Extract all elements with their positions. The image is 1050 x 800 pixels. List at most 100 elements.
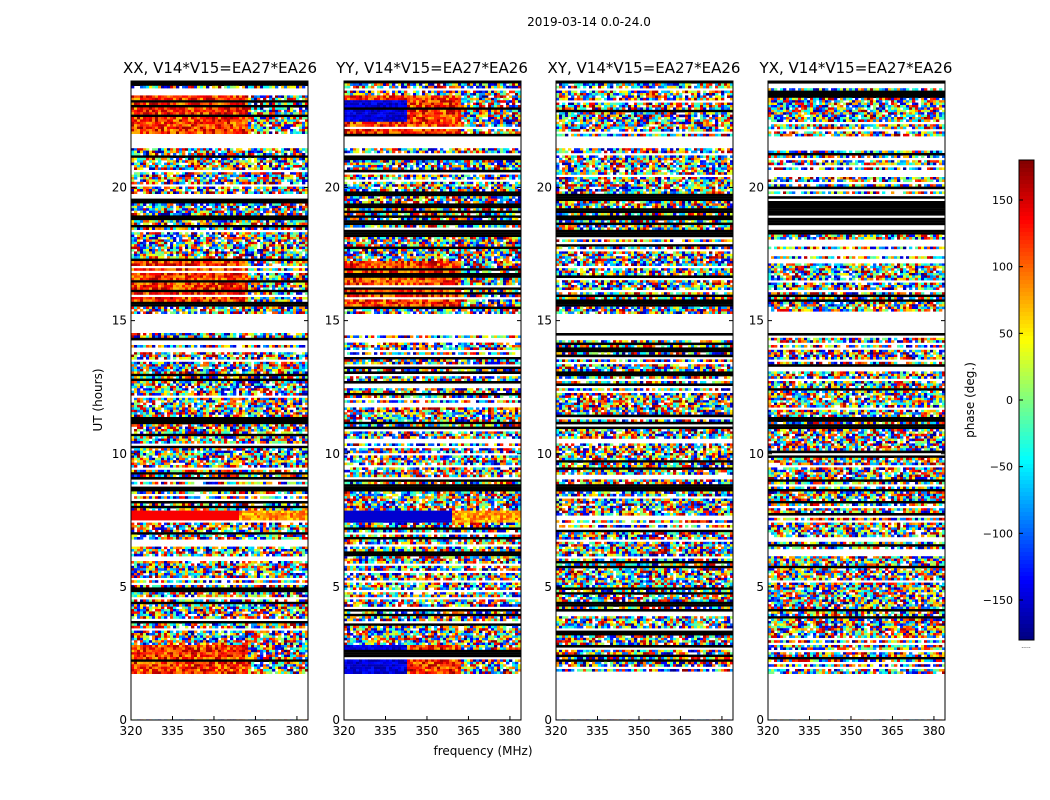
colorbar-segment — [1019, 568, 1034, 573]
colorbar-segment — [1019, 576, 1034, 581]
colorbar-segment — [1019, 204, 1034, 209]
colorbar-segment — [1019, 564, 1034, 569]
colorbar-segment — [1019, 560, 1034, 565]
y-tick-label: 5 — [332, 580, 340, 594]
colorbar-tick-label: 100 — [992, 261, 1013, 274]
x-tick-label: 350 — [840, 724, 863, 738]
colorbar-segment — [1019, 412, 1034, 417]
colorbar-segment — [1019, 468, 1034, 473]
x-tick-label: 365 — [881, 724, 904, 738]
y-tick-label: 10 — [112, 447, 127, 461]
colorbar-segment — [1019, 632, 1034, 637]
colorbar-segment — [1019, 168, 1034, 173]
colorbar-segment — [1019, 512, 1034, 517]
colorbar-segment — [1019, 364, 1034, 369]
colorbar-segment — [1019, 636, 1034, 641]
colorbar-segment — [1019, 188, 1034, 193]
x-tick-label: 365 — [457, 724, 480, 738]
colorbar-segment — [1019, 176, 1034, 181]
y-tick-label: 20 — [537, 181, 552, 195]
panel-xy: XY, V14*V15=EA27*EA26 320 335 350 365 380 0 5 1… — [537, 59, 741, 738]
colorbar-segment — [1019, 344, 1034, 349]
x-tick-label: 365 — [669, 724, 692, 738]
colorbar-segment — [1019, 584, 1034, 589]
colorbar-segment — [1019, 600, 1034, 605]
x-tick-label: 380 — [710, 724, 733, 738]
colorbar-segment — [1019, 308, 1034, 313]
y-axis-label: UT (hours) — [91, 368, 105, 431]
colorbar-segment — [1019, 400, 1034, 405]
colorbar-segment — [1019, 280, 1034, 285]
colorbar-segment — [1019, 268, 1034, 273]
colorbar-segment — [1019, 408, 1034, 413]
colorbar-segment — [1019, 612, 1034, 617]
colorbar-segment — [1019, 192, 1034, 197]
x-tick-label: 320 — [545, 724, 568, 738]
phase-heatmap — [131, 81, 308, 720]
colorbar-segment — [1019, 540, 1034, 545]
y-tick-label: 20 — [749, 181, 764, 195]
panel-title: XY, V14*V15=EA27*EA26 — [548, 59, 741, 77]
y-tick-label: 5 — [544, 580, 552, 594]
figure-suptitle: 2019-03-14 0.0-24.0 — [527, 15, 651, 29]
colorbar-segment — [1019, 352, 1034, 357]
y-tick-label: 10 — [749, 447, 764, 461]
colorbar-tick-label: 0 — [1006, 394, 1013, 407]
colorbar-segment — [1019, 496, 1034, 501]
y-tick-label: 15 — [537, 314, 552, 328]
colorbar-segment — [1019, 384, 1034, 389]
colorbar-segment — [1019, 492, 1034, 497]
x-tick-label: 335 — [798, 724, 821, 738]
colorbar-segment — [1019, 372, 1034, 377]
colorbar-tick-label: 50 — [999, 327, 1013, 340]
colorbar-segment — [1019, 348, 1034, 353]
colorbar-segment — [1019, 552, 1034, 557]
colorbar-segment — [1019, 212, 1034, 217]
x-tick-label: 380 — [285, 724, 308, 738]
colorbar-segment — [1019, 476, 1034, 481]
colorbar-segment — [1019, 404, 1034, 409]
colorbar-segment — [1019, 272, 1034, 277]
colorbar-tick-label: 150 — [992, 194, 1013, 207]
colorbar-segment — [1019, 528, 1034, 533]
panel-title: YX, V14*V15=EA27*EA26 — [759, 59, 953, 77]
colorbar-segment — [1019, 500, 1034, 505]
colorbar-segment — [1019, 160, 1034, 165]
panel-title: YY, V14*V15=EA27*EA26 — [335, 59, 528, 77]
colorbar-segment — [1019, 392, 1034, 397]
colorbar-segment — [1019, 516, 1034, 521]
colorbar-segment — [1019, 332, 1034, 337]
colorbar-segment — [1019, 604, 1034, 609]
x-tick-label: 365 — [244, 724, 267, 738]
phase-heatmap — [344, 81, 521, 720]
colorbar-segment — [1019, 544, 1034, 549]
colorbar-segment — [1019, 276, 1034, 281]
y-tick-label: 15 — [749, 314, 764, 328]
colorbar-segment — [1019, 520, 1034, 525]
colorbar-tick-label: −150 — [983, 594, 1013, 607]
colorbar-segment — [1019, 240, 1034, 245]
colorbar-segment — [1019, 164, 1034, 169]
colorbar-segment — [1019, 172, 1034, 177]
panel-yx: YX, V14*V15=EA27*EA26 320 335 350 365 380 0 5 1… — [749, 59, 953, 738]
x-tick-label: 335 — [161, 724, 184, 738]
colorbar-segment — [1019, 592, 1034, 597]
colorbar-segment — [1019, 608, 1034, 613]
colorbar-segment — [1019, 296, 1034, 301]
colorbar-segment — [1019, 628, 1034, 633]
colorbar-segment — [1019, 288, 1034, 293]
y-tick-label: 15 — [112, 314, 127, 328]
colorbar-segment — [1019, 572, 1034, 577]
colorbar-note: ..... — [1021, 643, 1031, 650]
colorbar-segment — [1019, 444, 1034, 449]
colorbar-segment — [1019, 328, 1034, 333]
panel-xx: XX, V14*V15=EA27*EA26 320 335 350 365 380 0 5 1… — [112, 59, 317, 738]
colorbar-segment — [1019, 320, 1034, 325]
colorbar-segment — [1019, 432, 1034, 437]
y-tick-label: 10 — [325, 447, 340, 461]
colorbar-segment — [1019, 284, 1034, 289]
colorbar-segment — [1019, 388, 1034, 393]
x-tick-label: 320 — [120, 724, 143, 738]
colorbar-segment — [1019, 336, 1034, 341]
